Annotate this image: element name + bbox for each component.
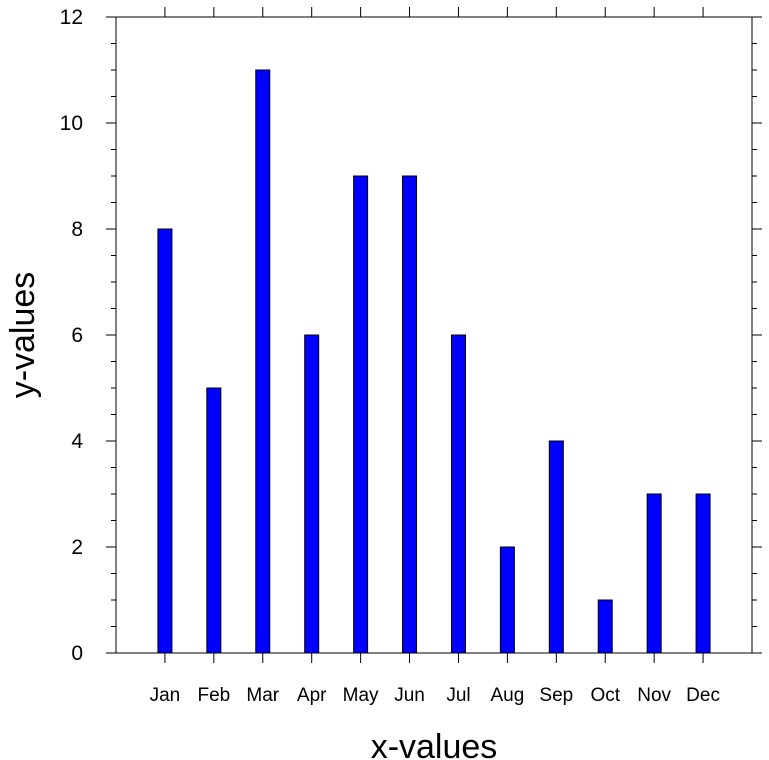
x-axis-label: x-values [371, 728, 498, 760]
x-tick-label-feb: Feb [197, 685, 230, 706]
y-tick-label: 12 [60, 6, 83, 29]
bar-jun [402, 175, 418, 654]
x-tick-label-may: May [343, 685, 379, 706]
y-tick-label: 0 [71, 642, 83, 665]
x-tick-label-sep: Sep [539, 685, 573, 706]
bar-oct [597, 599, 613, 654]
bars [157, 69, 711, 654]
x-tick-label-jan: Jan [150, 685, 181, 706]
bar-dec [695, 493, 711, 654]
bar-may [353, 175, 369, 654]
bar-apr [304, 334, 320, 654]
y-tick-label: 2 [71, 536, 83, 559]
x-axis: Jan Feb Mar Apr May Jun Jul Aug Sep Oct Nov Dec [150, 7, 720, 706]
bar-aug [499, 546, 515, 654]
minor-ticks [111, 43, 757, 627]
y-tick-label: 4 [71, 430, 83, 453]
bar-sep [548, 440, 564, 654]
y-axis-label: y-values [4, 272, 42, 399]
y-tick-label: 8 [71, 218, 83, 241]
bar-mar [255, 69, 271, 654]
y-tick-label: 6 [71, 324, 83, 347]
bar-jul [450, 334, 466, 654]
x-tick-label-jul: Jul [446, 685, 470, 706]
x-tick-label-jun: Jun [394, 685, 425, 706]
x-tick-label-oct: Oct [590, 685, 620, 706]
bar-jan [157, 228, 173, 654]
x-tick-label-nov: Nov [637, 685, 671, 706]
y-axis: 0 2 4 6 8 10 12 [60, 6, 762, 665]
bar-nov [646, 493, 662, 654]
y-tick-label: 10 [60, 112, 83, 135]
x-tick-label-apr: Apr [297, 685, 327, 706]
x-tick-label-dec: Dec [686, 685, 720, 706]
bar-feb [206, 387, 222, 654]
x-tick-label-mar: Mar [246, 685, 279, 706]
x-tick-label-aug: Aug [490, 685, 524, 706]
